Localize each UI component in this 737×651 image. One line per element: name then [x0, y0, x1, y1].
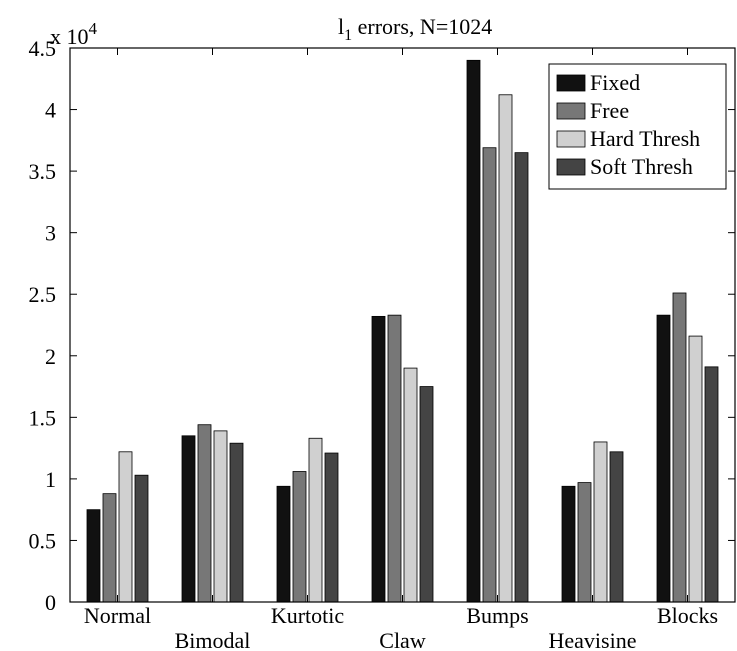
- y-tick-label: 1: [45, 467, 56, 492]
- x-tick-label-normal: Normal: [84, 603, 151, 628]
- bar-hard-thresh-heavisine: [593, 441, 608, 603]
- exponent-base: x 10: [50, 24, 89, 49]
- title-subscript: 1: [344, 27, 352, 44]
- bar-hard-thresh-bimodal: [213, 430, 228, 603]
- title-main: l: [338, 14, 344, 39]
- bar-fixed-kurtotic: [276, 485, 291, 603]
- bar-fixed-normal: [86, 509, 101, 603]
- y-tick-label: 2: [45, 344, 56, 369]
- bar-soft-thresh-bimodal: [229, 442, 244, 603]
- x-tick-label-kurtotic: Kurtotic: [271, 603, 345, 628]
- legend-label-fixed: Fixed: [590, 70, 640, 95]
- legend-swatch-fixed: [556, 74, 586, 92]
- bar-soft-thresh-claw: [419, 386, 434, 603]
- legend: Fixed Free Hard Thresh Soft Thresh: [548, 63, 727, 190]
- bar-fixed-heavisine: [561, 485, 576, 603]
- x-tick-label-bumps: Bumps: [466, 603, 528, 628]
- bar-soft-thresh-bumps: [514, 152, 529, 603]
- y-tick-label: 1.5: [29, 405, 57, 430]
- bar-fixed-claw: [371, 315, 386, 603]
- bar-free-kurtotic: [292, 471, 307, 603]
- legend-label-hard-thresh: Hard Thresh: [590, 126, 700, 151]
- x-tick-label-claw: Claw: [379, 628, 426, 651]
- legend-label-soft-thresh: Soft Thresh: [590, 154, 693, 179]
- y-tick-label: 3: [45, 221, 56, 246]
- bar-free-bumps: [482, 147, 497, 603]
- y-axis: 0 0.5 1 1.5 2 2.5 3 3.5 4 4.5: [29, 36, 735, 615]
- bar-hard-thresh-kurtotic: [308, 437, 323, 603]
- chart-title: l1 errors, N=1024: [338, 14, 492, 44]
- bar-hard-thresh-bumps: [498, 94, 513, 603]
- y-tick-label: 4: [45, 98, 56, 123]
- x-tick-label-bimodal: Bimodal: [175, 628, 251, 651]
- exponent-power: 4: [89, 19, 98, 38]
- bar-soft-thresh-normal: [134, 474, 149, 603]
- x-tick-label-heavisine: Heavisine: [549, 628, 637, 651]
- bar-hard-thresh-normal: [118, 451, 133, 603]
- legend-label-free: Free: [590, 98, 629, 123]
- exponent-label: x 104: [50, 19, 98, 49]
- bar-fixed-bimodal: [181, 435, 196, 603]
- y-tick-label: 0: [45, 590, 56, 615]
- y-tick-label: 3.5: [29, 159, 57, 184]
- bar-hard-thresh-claw: [403, 367, 418, 603]
- bar-free-bimodal: [197, 424, 212, 603]
- x-tick-label-blocks: Blocks: [657, 603, 718, 628]
- bar-fixed-blocks: [656, 314, 671, 603]
- y-tick-label: 2.5: [29, 282, 57, 307]
- bar-free-blocks: [672, 292, 687, 603]
- bar-soft-thresh-kurtotic: [324, 452, 339, 603]
- bar-fixed-bumps: [466, 59, 481, 603]
- title-rest: errors, N=1024: [352, 14, 492, 39]
- legend-swatch-hard-thresh: [556, 130, 586, 148]
- legend-swatch-soft-thresh: [556, 158, 586, 176]
- bar-free-claw: [387, 314, 402, 603]
- bar-free-heavisine: [577, 482, 592, 603]
- bars-group: [86, 59, 719, 603]
- bar-soft-thresh-blocks: [704, 366, 719, 603]
- bar-free-normal: [102, 493, 117, 603]
- y-tick-label: 0.5: [29, 528, 57, 553]
- bar-soft-thresh-heavisine: [609, 451, 624, 603]
- legend-swatch-free: [556, 102, 586, 120]
- x-axis: Normal Bimodal Kurtotic Claw Bumps Heavisine B…: [84, 48, 718, 651]
- bar-hard-thresh-blocks: [688, 335, 703, 603]
- y-tick-label: 4.5: [29, 36, 57, 61]
